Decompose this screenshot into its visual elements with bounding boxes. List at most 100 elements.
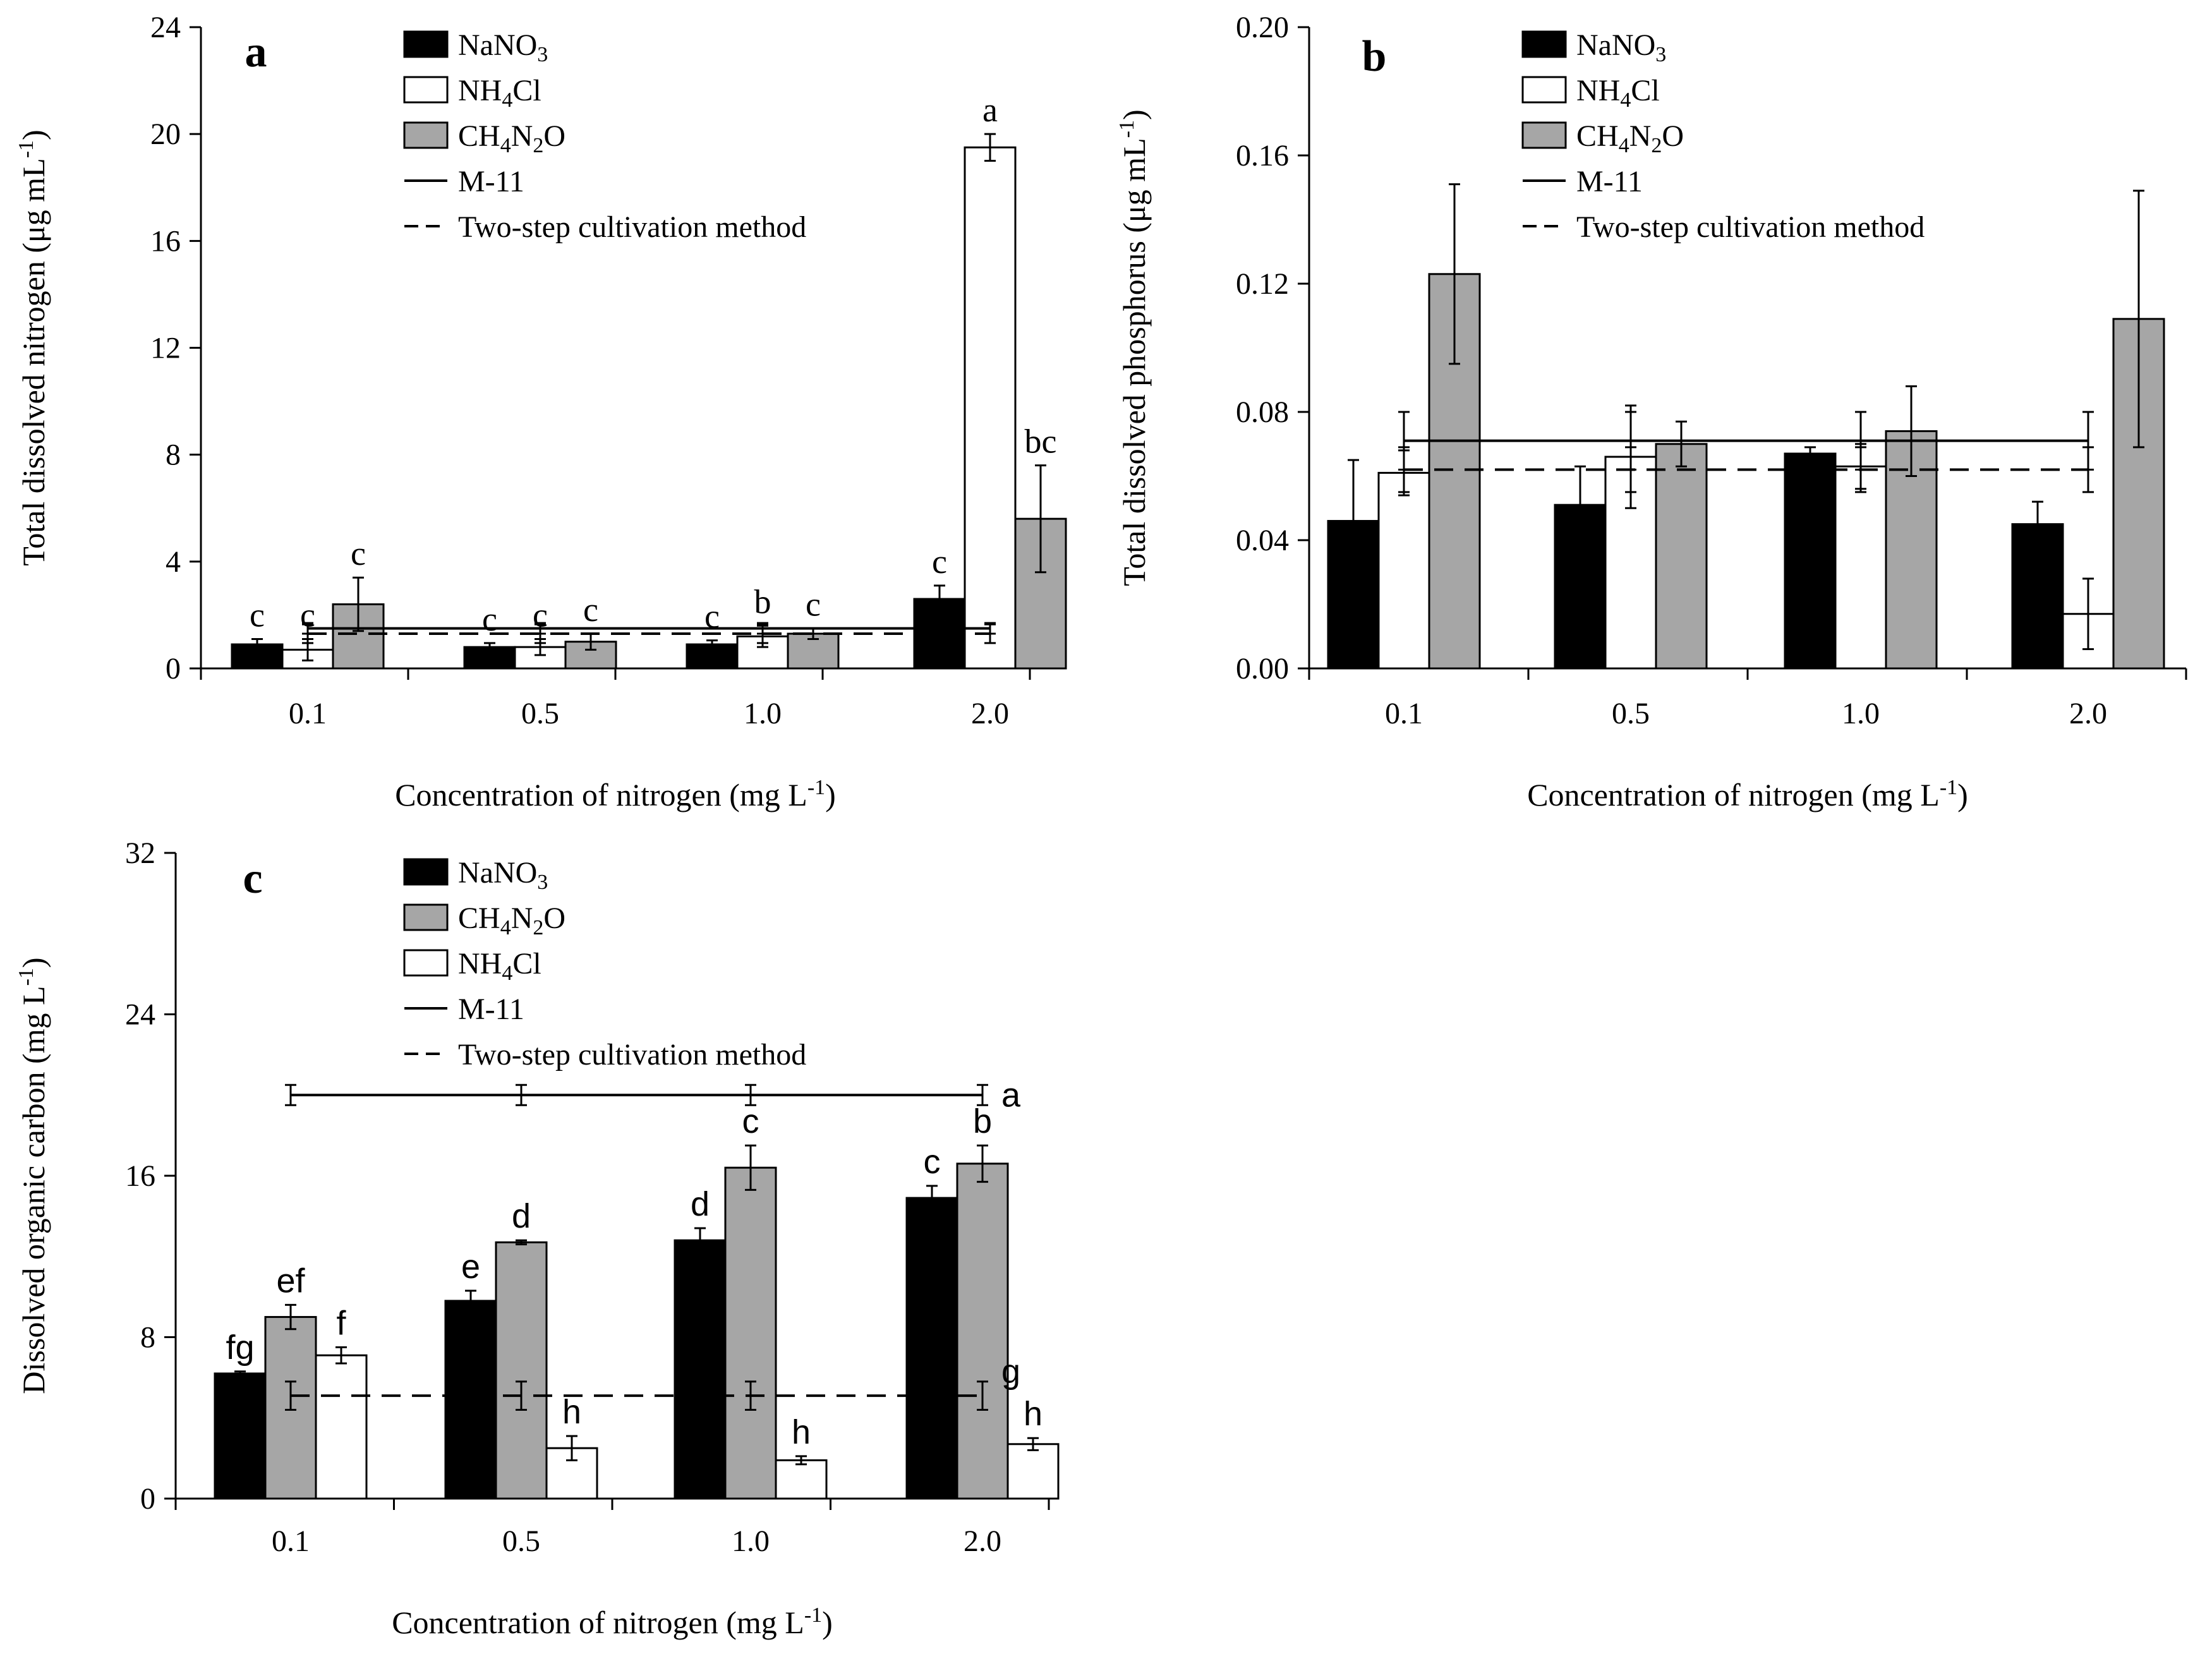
legend-text: Cl [1631, 74, 1659, 107]
x-axis-label: Concentration of nitrogen (mg L-1) [392, 1603, 833, 1640]
legend-text: O [543, 902, 565, 935]
legend-label: CH4N2O [458, 119, 565, 157]
bar [905, 1197, 958, 1500]
legend-text: M-11 [1576, 165, 1643, 198]
legend-subscript: 4 [502, 88, 512, 112]
bar [564, 641, 617, 670]
legend-text: Two-step cultivation method [458, 1038, 806, 1071]
y-tick-label: 16 [125, 1159, 155, 1193]
legend-text: O [1662, 119, 1684, 153]
significance-letter: c [704, 598, 720, 636]
legend-subscript: 4 [500, 916, 511, 939]
axis-label-superscript: -1 [15, 968, 38, 986]
significance-letter: d [691, 1185, 710, 1223]
legend-text: NH [458, 947, 502, 981]
significance-letter: ef [276, 1262, 305, 1300]
axis-label-text: ) [1116, 109, 1152, 120]
significance-letter: a [982, 91, 998, 129]
legend-label: M-11 [1576, 165, 1643, 198]
significance-letter: c [924, 1143, 941, 1181]
legend-text: CH [1576, 119, 1619, 153]
legend-text: N [1629, 119, 1652, 153]
x-tick-label: 1.0 [744, 697, 782, 730]
panel-label: b [1362, 32, 1387, 81]
y-tick-label: 0.08 [1236, 395, 1289, 429]
y-axis-label: Total dissolved phosphorus (μg mL-1) [1115, 109, 1152, 586]
bar [1655, 443, 1708, 670]
legend-text: M-11 [458, 165, 524, 198]
y-tick-label: 0.20 [1236, 11, 1289, 44]
significance-letter: c [932, 543, 947, 581]
y-tick-label: 0.04 [1236, 524, 1289, 557]
legend-swatch [1521, 121, 1567, 149]
axis-label-text: ) [825, 777, 836, 812]
x-tick-label: 0.1 [289, 697, 327, 730]
x-tick-label: 1.0 [732, 1524, 770, 1558]
bar [1006, 1443, 1060, 1500]
legend-text: Cl [512, 947, 541, 981]
significance-letter: g [1001, 1353, 1020, 1391]
legend-subscript: 4 [502, 962, 512, 985]
legend: NaNO3 NH4Cl CH4N2O M-11 Two-step cultivation… [403, 28, 806, 244]
x-tick-label: 0.5 [502, 1524, 540, 1558]
bar [1377, 471, 1430, 670]
y-axis-label: Dissolved organic carbon (mg L-1) [15, 957, 51, 1394]
significance-letter: f [336, 1304, 346, 1342]
x-tick-label: 2.0 [964, 1524, 1001, 1558]
legend-subscript: 3 [537, 871, 548, 894]
significance-letter: c [806, 586, 821, 624]
axis-label-text: Concentration of nitrogen (mg L [1527, 777, 1940, 812]
axis-label-text: Total dissolved nitrogen (μg mL [16, 158, 51, 565]
x-axis-label: Concentration of nitrogen (mg L-1) [1527, 776, 1968, 812]
axis-label-superscript: -1 [15, 140, 38, 158]
significance-letter: c [351, 534, 366, 572]
x-tick-label: 0.5 [1612, 697, 1650, 730]
y-tick-label: 16 [150, 224, 181, 258]
legend-text: N [511, 902, 533, 935]
legend-label: M-11 [458, 993, 524, 1026]
y-tick-label: 12 [150, 332, 181, 365]
bar [775, 1459, 828, 1500]
significance-letter: c [583, 591, 598, 629]
significance-letter: d [512, 1197, 531, 1235]
legend-swatch [403, 76, 449, 104]
significance-letter: bc [1025, 423, 1057, 461]
x-axis-label: Concentration of nitrogen (mg L-1) [395, 776, 836, 812]
bar [315, 1354, 368, 1500]
significance-letter: c [250, 596, 265, 634]
legend-swatch [403, 121, 449, 149]
bar [214, 1372, 267, 1500]
legend-label: NH4Cl [458, 74, 541, 112]
y-tick-label: 0 [140, 1482, 155, 1516]
bar [495, 1241, 548, 1500]
significance-letter: c [742, 1102, 759, 1140]
axis-label-text: ) [822, 1605, 833, 1640]
legend-label: NH4Cl [1576, 74, 1660, 112]
legend-subscript: 3 [537, 43, 548, 66]
y-tick-label: 24 [150, 11, 181, 44]
legend-text: NaNO [458, 856, 537, 890]
legend-text: NaNO [458, 28, 537, 62]
legend-swatch [403, 858, 449, 886]
legend-text: NH [458, 74, 502, 107]
legend-label: Two-step cultivation method [458, 1038, 806, 1071]
axis-label-text: Concentration of nitrogen (mg L [392, 1605, 804, 1640]
y-tick-label: 8 [140, 1321, 155, 1355]
legend-text: Cl [512, 74, 541, 107]
legend-text: O [543, 119, 565, 153]
axis-label-text: ) [1957, 777, 1968, 812]
legend-text: Two-step cultivation method [458, 210, 806, 244]
legend-label: Two-step cultivation method [1576, 210, 1925, 244]
axis-label-text: ) [16, 130, 51, 140]
legend-text: CH [458, 119, 500, 153]
legend-text: M-11 [458, 993, 524, 1026]
x-tick-label: 1.0 [1842, 697, 1880, 730]
legend-label: NH4Cl [458, 947, 541, 985]
legend-subscript: 4 [1620, 88, 1631, 112]
legend-swatch [403, 903, 449, 931]
bar [2011, 523, 2064, 670]
y-tick-label: 8 [166, 438, 181, 472]
significance-letter: a [1001, 1076, 1021, 1114]
